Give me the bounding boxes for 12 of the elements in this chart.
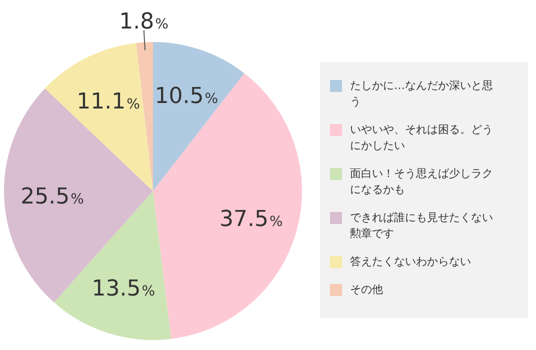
legend-label: たしかに…なんだか深いと思う xyxy=(350,78,494,110)
legend-label: できれば誰にも見せたくない勲章です xyxy=(350,210,494,242)
legend-label: 面白い！そう思えば少しラクになるかも xyxy=(350,166,494,198)
data-label: 11.1% xyxy=(76,89,140,114)
legend-label: いやいや、それは困る。どうにかしたい xyxy=(350,122,494,154)
legend-label: その他 xyxy=(350,282,384,298)
legend-label: 答えたくないわからない xyxy=(350,254,472,270)
data-label: 25.5% xyxy=(20,184,84,210)
data-label: 1.8% xyxy=(119,9,168,34)
data-label: 10.5% xyxy=(154,84,218,110)
data-label: 37.5% xyxy=(220,206,283,232)
data-label: 13.5% xyxy=(92,276,156,302)
